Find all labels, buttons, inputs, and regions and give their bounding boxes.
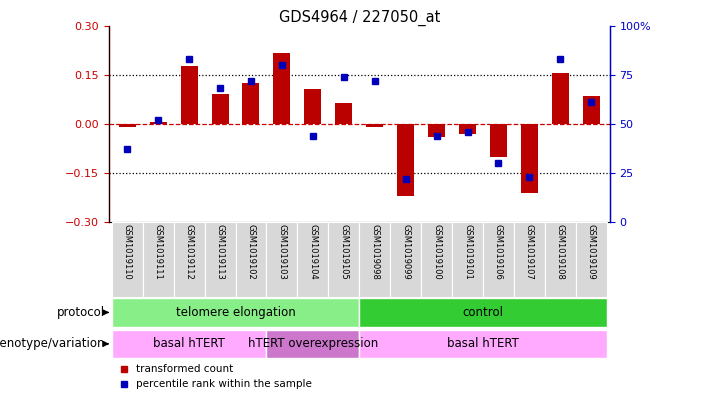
Bar (514, 26, 545, 222)
Bar (452, 26, 483, 222)
Bar (545, 222, 576, 297)
Text: control: control (463, 306, 503, 319)
Text: GSM1019112: GSM1019112 (184, 224, 193, 280)
Bar (205, 222, 236, 297)
Text: transformed count: transformed count (136, 364, 233, 374)
Bar (452, 222, 483, 297)
Bar (149, 122, 167, 124)
Text: percentile rank within the sample: percentile rank within the sample (136, 378, 312, 389)
Text: GSM1019113: GSM1019113 (215, 224, 224, 280)
Text: GSM1019104: GSM1019104 (308, 224, 318, 280)
Text: protocol: protocol (57, 306, 105, 319)
Bar (366, 124, 383, 127)
Bar (266, 26, 297, 222)
Text: hTERT overexpression: hTERT overexpression (247, 337, 378, 351)
Bar (273, 53, 290, 124)
Text: GSM1019099: GSM1019099 (401, 224, 410, 280)
Bar (428, 124, 445, 137)
Bar (111, 330, 266, 358)
Bar (360, 298, 607, 327)
Bar (205, 26, 236, 222)
Bar (360, 222, 390, 297)
Bar (111, 26, 143, 222)
Bar (212, 94, 229, 124)
Bar (390, 222, 421, 297)
Bar (297, 222, 328, 297)
Bar (459, 124, 476, 134)
Bar (576, 222, 607, 297)
Bar (360, 26, 390, 222)
Bar (111, 298, 360, 327)
Text: GSM1019102: GSM1019102 (247, 224, 255, 280)
Text: GSM1019109: GSM1019109 (587, 224, 596, 280)
Bar (335, 103, 353, 124)
Text: GSM1019098: GSM1019098 (370, 224, 379, 280)
Text: GSM1019105: GSM1019105 (339, 224, 348, 280)
Bar (421, 222, 452, 297)
Bar (576, 26, 607, 222)
Text: GSM1019100: GSM1019100 (432, 224, 441, 280)
Bar (266, 222, 297, 297)
Bar (583, 96, 600, 124)
Text: GSM1019106: GSM1019106 (494, 224, 503, 280)
Text: GSM1019101: GSM1019101 (463, 224, 472, 280)
Text: GSM1019111: GSM1019111 (154, 224, 163, 280)
Bar (118, 124, 136, 127)
Bar (181, 66, 198, 124)
Text: GSM1019110: GSM1019110 (123, 224, 132, 280)
Bar (552, 73, 569, 124)
Text: GSM1019108: GSM1019108 (556, 224, 565, 280)
Bar (514, 222, 545, 297)
Bar (236, 26, 266, 222)
Bar (545, 26, 576, 222)
Text: genotype/variation: genotype/variation (0, 337, 105, 351)
Text: basal hTERT: basal hTERT (153, 337, 225, 351)
Text: telomere elongation: telomere elongation (176, 306, 295, 319)
Bar (143, 222, 174, 297)
Bar (490, 124, 507, 156)
Bar (397, 124, 414, 196)
Bar (360, 330, 607, 358)
Bar (236, 222, 266, 297)
Bar (483, 26, 514, 222)
Text: GSM1019107: GSM1019107 (525, 224, 534, 280)
Bar (266, 330, 360, 358)
Bar (483, 222, 514, 297)
Text: GDS4964 / 227050_at: GDS4964 / 227050_at (278, 10, 440, 26)
Bar (111, 222, 143, 297)
Bar (297, 26, 328, 222)
Bar (174, 26, 205, 222)
Bar (390, 26, 421, 222)
Bar (328, 26, 360, 222)
Text: GSM1019103: GSM1019103 (278, 224, 287, 280)
Bar (143, 26, 174, 222)
Bar (174, 222, 205, 297)
Bar (521, 124, 538, 193)
Text: basal hTERT: basal hTERT (447, 337, 519, 351)
Bar (304, 89, 321, 124)
Bar (421, 26, 452, 222)
Bar (243, 83, 259, 124)
Bar (328, 222, 359, 297)
